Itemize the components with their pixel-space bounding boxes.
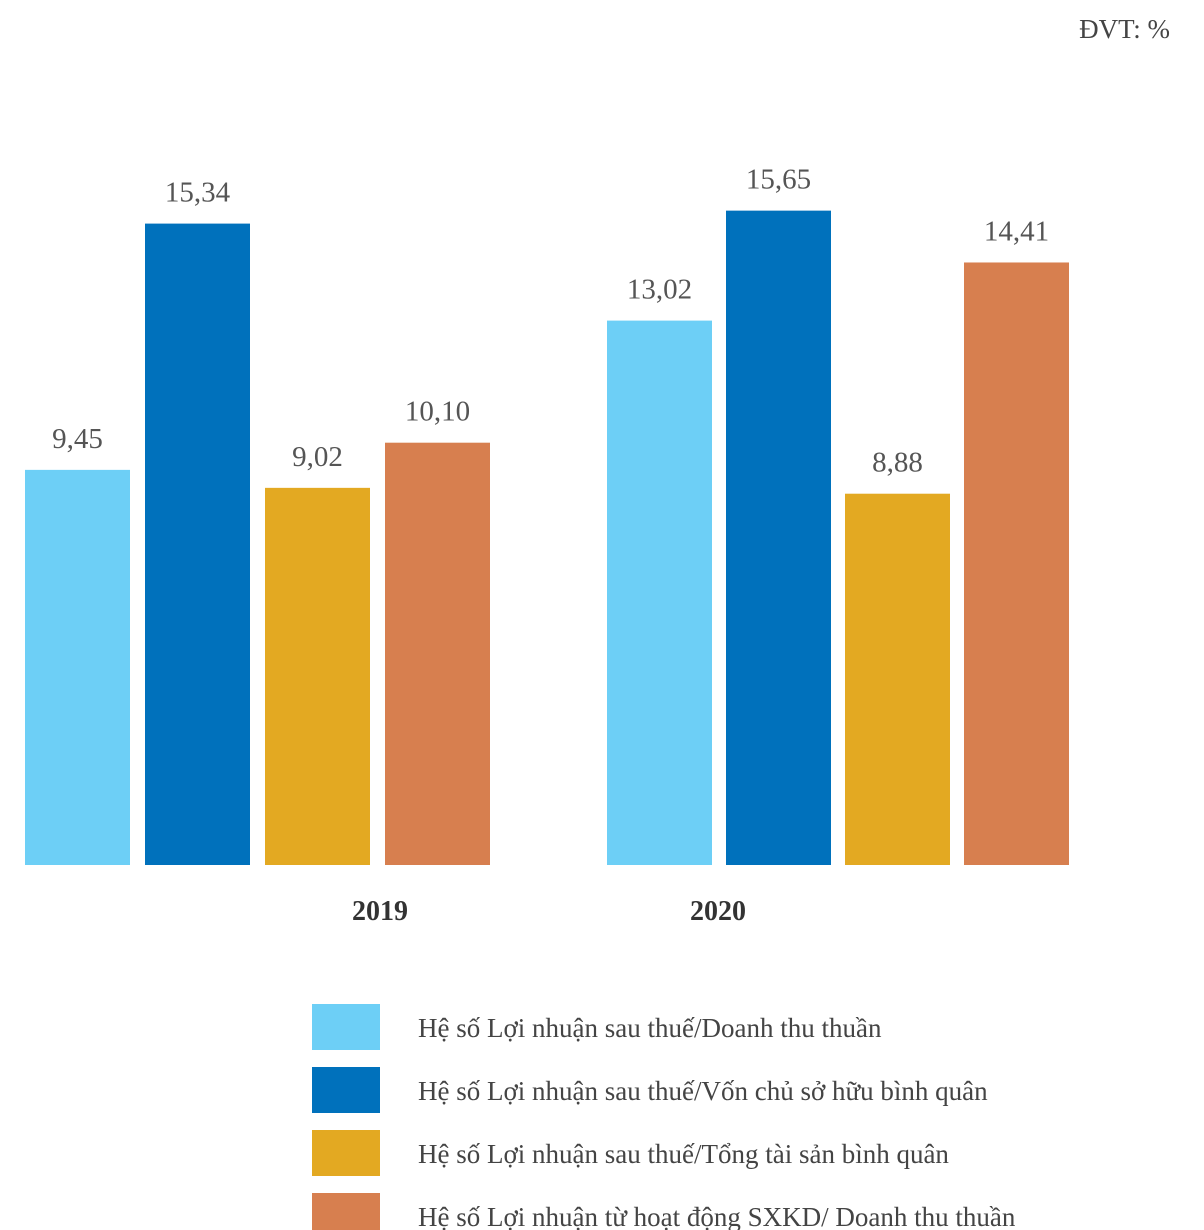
- legend-swatch: [312, 1193, 380, 1230]
- legend-swatch: [312, 1130, 380, 1176]
- data-label: 9,02: [292, 441, 343, 473]
- legend-label: Hệ số Lợi nhuận sau thuế/Doanh thu thuần: [418, 1013, 882, 1043]
- data-label: 10,10: [405, 396, 470, 428]
- x-tick-label: 2019: [352, 896, 408, 927]
- bar: [845, 493, 950, 865]
- data-label: 13,02: [627, 274, 692, 306]
- data-label: 8,88: [872, 447, 923, 479]
- legend-label: Hệ số Lợi nhuận sau thuế/Tổng tài sản bì…: [418, 1139, 949, 1169]
- bar: [726, 210, 831, 865]
- legend-label: Hệ số Lợi nhuận sau thuế/Vốn chủ sở hữu …: [418, 1076, 988, 1106]
- bar: [607, 320, 712, 865]
- legend-swatch: [312, 1067, 380, 1113]
- data-label: 14,41: [984, 215, 1049, 247]
- data-label: 15,34: [165, 177, 231, 209]
- bar: [964, 262, 1069, 865]
- bar: [265, 487, 370, 865]
- legend-swatch: [312, 1004, 380, 1050]
- bar: [25, 469, 130, 865]
- data-label: 15,65: [746, 164, 811, 196]
- legend-label: Hệ số Lợi nhuận từ hoạt động SXKD/ Doanh…: [418, 1202, 1016, 1230]
- bar: [145, 223, 250, 865]
- unit-note: ĐVT: %: [1079, 14, 1170, 44]
- bar: [385, 442, 490, 865]
- data-label: 9,45: [52, 423, 103, 455]
- x-tick-label: 2020: [690, 896, 746, 927]
